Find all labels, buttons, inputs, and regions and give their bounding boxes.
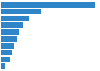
Bar [1, 63, 5, 69]
Bar [1, 43, 14, 49]
Bar [1, 36, 17, 42]
Bar [1, 50, 12, 55]
Bar [1, 29, 19, 35]
Bar [1, 57, 10, 62]
Bar [1, 22, 23, 28]
Bar [1, 9, 41, 14]
Bar [1, 2, 95, 8]
Bar [1, 16, 29, 21]
